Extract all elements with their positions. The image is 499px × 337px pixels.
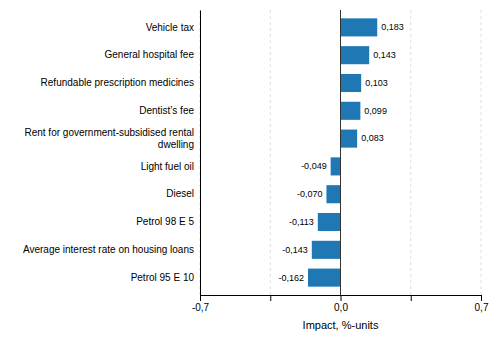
y-tick-label: Vehicle tax xyxy=(146,22,194,33)
y-tick-label: Petrol 98 E 5 xyxy=(136,216,194,227)
grid-line xyxy=(481,10,482,295)
data-label: 0,083 xyxy=(361,133,384,143)
x-axis: -0,7 0,0 0,7 xyxy=(192,295,489,313)
x-tick xyxy=(270,295,271,301)
chart: -0,7 0,0 0,7 Petrol 95 E 10 Average interest… xyxy=(0,0,499,337)
x-tick: -0,7 xyxy=(192,295,210,313)
x-tick-label: 0,7 xyxy=(475,302,489,313)
bar xyxy=(308,269,341,287)
data-label: 0,183 xyxy=(381,22,404,32)
y-tick-label: Light fuel oil xyxy=(141,161,194,172)
bar xyxy=(318,213,341,231)
bar xyxy=(341,74,362,92)
x-tick-mark xyxy=(270,295,271,301)
y-tick-label: General hospital fee xyxy=(104,49,194,60)
data-label: -0,049 xyxy=(301,161,327,171)
zero-line xyxy=(340,10,341,295)
y-tick-label: Average interest rate on housing loans xyxy=(23,244,194,255)
bar xyxy=(312,241,341,259)
bar xyxy=(326,185,340,203)
y-tick: Average interest rate on housing loans xyxy=(23,244,200,255)
x-tick-label: 0,0 xyxy=(334,302,348,313)
y-axis: Petrol 95 E 10 Average interest rate on h… xyxy=(23,11,201,296)
grid-line xyxy=(410,10,411,295)
x-tick-mark xyxy=(341,295,342,301)
y-tick: Vehicle tax xyxy=(146,22,200,33)
bar xyxy=(341,18,378,36)
data-label: -0,143 xyxy=(282,245,308,255)
grid-line xyxy=(340,10,341,295)
x-tick: 0,0 xyxy=(334,295,348,313)
bar xyxy=(341,102,361,120)
y-tick: Dentist’s fee xyxy=(139,105,200,116)
y-tick: Petrol 95 E 10 xyxy=(131,272,200,283)
y-tick: Rent for government-subsidised rentaldwe… xyxy=(24,127,200,150)
y-axis-line xyxy=(200,11,201,296)
data-label: 0,099 xyxy=(364,106,387,116)
y-tick-label: Petrol 95 E 10 xyxy=(131,272,195,283)
x-tick-mark xyxy=(481,295,482,301)
y-tick: General hospital fee xyxy=(104,49,200,60)
bar xyxy=(341,46,370,64)
plot: -0,7 0,0 0,7 Petrol 95 E 10 Average interest… xyxy=(23,10,489,313)
grid xyxy=(200,10,481,295)
bars xyxy=(308,18,377,286)
x-tick-mark xyxy=(411,295,412,301)
x-tick-label: -0,7 xyxy=(192,302,210,313)
data-labels: -0,162 -0,143 -0,113 -0,070 -0,049 0,083 0,099… xyxy=(278,22,403,282)
grid-line xyxy=(200,10,201,295)
y-tick-label: Refundable prescription medicines xyxy=(41,77,194,88)
y-tick-label: Rent for government-subsidised rentaldwe… xyxy=(24,127,194,150)
data-label: 0,143 xyxy=(373,50,396,60)
y-tick: Light fuel oil xyxy=(141,161,200,172)
x-axis-line xyxy=(201,296,482,302)
x-tick xyxy=(411,295,412,301)
x-tick: 0,7 xyxy=(475,295,489,313)
bar xyxy=(331,157,341,175)
y-tick: Petrol 98 E 5 xyxy=(136,216,200,227)
data-label: -0,070 xyxy=(297,189,323,199)
grid-line xyxy=(270,10,271,295)
data-label: -0,113 xyxy=(289,217,314,227)
bar xyxy=(341,130,358,148)
data-label: 0,103 xyxy=(365,78,388,88)
y-tick-label: Diesel xyxy=(166,188,194,199)
data-label: -0,162 xyxy=(278,273,304,283)
x-tick-mark xyxy=(200,295,201,301)
y-tick-label: Dentist’s fee xyxy=(139,105,194,116)
x-axis-title: Impact, %-units xyxy=(303,319,379,331)
y-tick: Diesel xyxy=(166,188,200,199)
y-tick: Refundable prescription medicines xyxy=(41,77,200,88)
